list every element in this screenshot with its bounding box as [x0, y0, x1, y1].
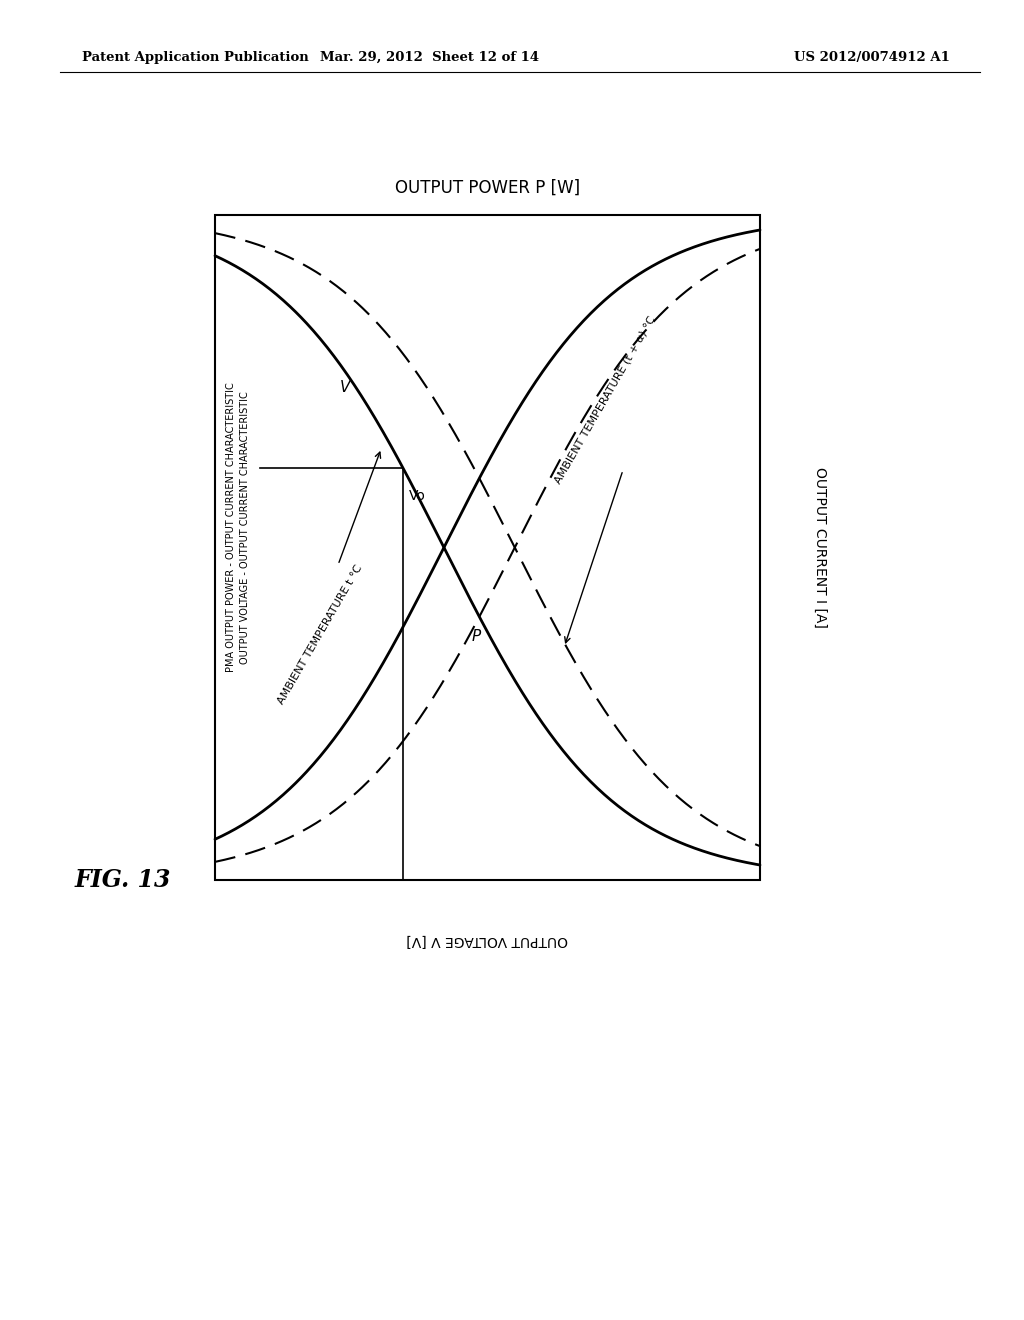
Text: Mar. 29, 2012  Sheet 12 of 14: Mar. 29, 2012 Sheet 12 of 14 [321, 50, 540, 63]
Text: OUTPUT VOLTAGE V [V]: OUTPUT VOLTAGE V [V] [407, 933, 568, 946]
Text: V: V [340, 380, 350, 395]
Text: PMA OUTPUT POWER - OUTPUT CURRENT CHARACTERISTIC: PMA OUTPUT POWER - OUTPUT CURRENT CHARAC… [226, 383, 236, 672]
Text: FIG. 13: FIG. 13 [75, 869, 171, 892]
Bar [215, 215, 760, 880]
Text: OUTPUT POWER P [W]: OUTPUT POWER P [W] [395, 180, 580, 197]
Text: Vo: Vo [409, 488, 426, 503]
Text: P: P [472, 630, 481, 644]
Text: Patent Application Publication: Patent Application Publication [82, 50, 309, 63]
Text: US 2012/0074912 A1: US 2012/0074912 A1 [795, 50, 950, 63]
Text: OUTPUT VOLTAGE - OUTPUT CURRENT CHARACTERISTIC: OUTPUT VOLTAGE - OUTPUT CURRENT CHARACTE… [240, 391, 250, 664]
Text: AMBIENT TEMPERATURE (t + α) °C: AMBIENT TEMPERATURE (t + α) °C [553, 314, 657, 486]
Text: OUTPUT CURRENT I [A]: OUTPUT CURRENT I [A] [813, 467, 827, 628]
Text: AMBIENT TEMPERATURE t °C: AMBIENT TEMPERATURE t °C [275, 564, 365, 706]
